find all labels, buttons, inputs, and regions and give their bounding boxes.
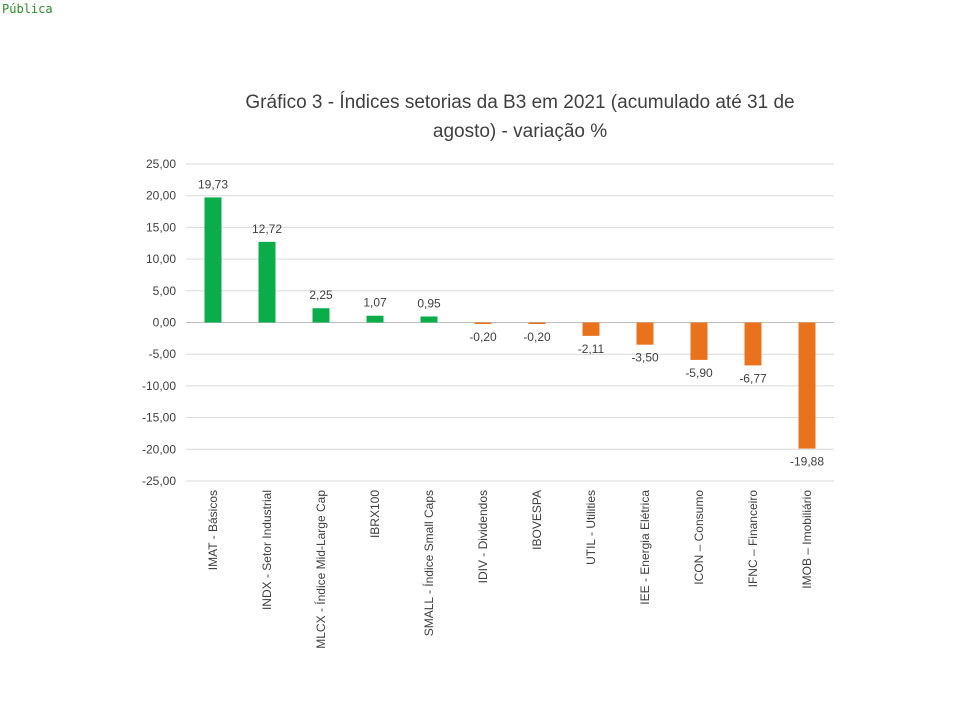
data-label: 2,25: [309, 288, 333, 302]
category-label: IMAT - Básicos: [206, 490, 220, 570]
chart-title: Gráfico 3 - Índices setorias da B3 em 20…: [245, 92, 795, 142]
category-label: MLCX - Índice Mid-Large Cap: [313, 490, 328, 649]
data-label: -6,77: [739, 371, 767, 385]
bars: [204, 197, 816, 449]
category-label: IBOVESPA: [530, 490, 544, 550]
y-tick-label: -5,00: [149, 347, 177, 361]
category-label: INDX - Setor Industrial: [260, 490, 274, 610]
data-label: 12,72: [252, 222, 282, 236]
bar: [528, 322, 546, 324]
gridlines: [186, 163, 834, 482]
y-tick-label: -20,00: [142, 442, 176, 456]
y-tick-label: -15,00: [142, 411, 176, 425]
bar: [798, 322, 816, 449]
y-tick-label: 15,00: [146, 220, 176, 234]
category-label: UTIL - Utilities: [584, 490, 598, 565]
y-tick-label: -25,00: [142, 474, 176, 488]
data-labels: 19,73 12,72 2,25 1,07 0,95 -0,20 -0,20 -2,11 -3,…: [198, 177, 824, 468]
data-label: -2,11: [578, 342, 605, 356]
category-label: ICON – Consumo: [692, 490, 706, 585]
bar: [204, 197, 222, 323]
category-label: IBRX100: [368, 490, 382, 538]
y-tick-label: 20,00: [146, 189, 176, 203]
data-label: 1,07: [363, 296, 387, 310]
y-tick-label: 10,00: [146, 252, 176, 266]
y-tick-label: -10,00: [142, 379, 176, 393]
bar: [582, 322, 600, 336]
category-label: IEE - Energia Elétrica: [638, 490, 652, 605]
bar: [636, 322, 654, 345]
data-label: -3,50: [631, 351, 659, 365]
bar: [312, 308, 330, 323]
classification-label: Pública: [2, 2, 53, 16]
bar: [258, 241, 276, 323]
bar: [474, 322, 492, 324]
bar: [744, 322, 762, 366]
category-labels: IMAT - Básicos INDX - Setor Industrial MLC…: [206, 490, 814, 649]
y-tick-label: 0,00: [153, 316, 177, 330]
category-label: IDIV - Dividendos: [476, 490, 490, 583]
bar: [366, 315, 384, 323]
y-tick-label: 25,00: [146, 157, 176, 171]
data-label: -19,88: [790, 455, 824, 469]
bar: [690, 322, 708, 360]
data-label: -0,20: [469, 330, 497, 344]
data-label: -0,20: [523, 330, 551, 344]
category-label: IFNC – Financeiro: [746, 490, 760, 588]
category-label: IMOB – Imobiliário: [800, 490, 814, 589]
bar: [420, 316, 438, 323]
y-axis-tick-labels: 25,00 20,00 15,00 10,00 5,00 0,00 -5,00 -10,00 -…: [142, 157, 176, 488]
category-label: SMALL - Índice Small Caps: [421, 490, 436, 636]
data-label: -5,90: [685, 366, 713, 380]
data-label: 19,73: [198, 177, 228, 191]
y-tick-label: 5,00: [153, 284, 177, 298]
data-label: 0,95: [417, 296, 441, 310]
